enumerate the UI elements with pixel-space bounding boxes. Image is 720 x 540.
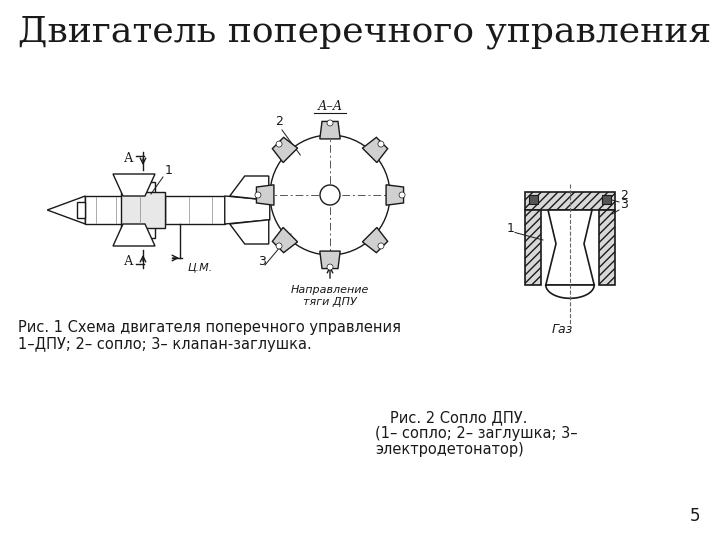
Polygon shape <box>225 196 270 224</box>
Bar <box>85 196 225 224</box>
Bar <box>85 196 225 224</box>
Polygon shape <box>272 137 297 163</box>
Circle shape <box>320 185 340 205</box>
Polygon shape <box>362 227 387 253</box>
Circle shape <box>378 243 384 249</box>
Text: 2: 2 <box>275 115 283 128</box>
Text: 5: 5 <box>690 507 700 525</box>
Circle shape <box>270 135 390 255</box>
Circle shape <box>327 120 333 126</box>
Text: 1–ДПУ; 2– сопло; 3– клапан-заглушка.: 1–ДПУ; 2– сопло; 3– клапан-заглушка. <box>18 337 312 352</box>
Text: 1: 1 <box>165 164 173 177</box>
Text: электродетонатор): электродетонатор) <box>375 442 523 457</box>
Polygon shape <box>320 251 341 268</box>
Circle shape <box>399 192 405 198</box>
Text: 3: 3 <box>620 198 628 211</box>
Circle shape <box>378 141 384 147</box>
Bar <box>121 192 165 228</box>
Text: А: А <box>125 255 134 268</box>
Polygon shape <box>48 196 85 224</box>
Polygon shape <box>230 176 269 200</box>
Polygon shape <box>113 174 155 196</box>
Bar <box>77 201 85 218</box>
Circle shape <box>276 243 282 249</box>
Text: Направление: Направление <box>291 285 369 295</box>
Polygon shape <box>386 185 404 205</box>
Text: 3: 3 <box>258 255 266 268</box>
Text: Газ: Газ <box>552 323 573 336</box>
Text: Двигатель поперечного управления: Двигатель поперечного управления <box>18 15 711 49</box>
Bar <box>131 182 155 238</box>
Text: А–А: А–А <box>318 100 343 113</box>
Polygon shape <box>256 185 274 205</box>
Circle shape <box>276 141 282 147</box>
Text: Рис. 1 Схема двигателя поперечного управления: Рис. 1 Схема двигателя поперечного управ… <box>18 320 401 335</box>
Text: Рис. 2 Сопло ДПУ.: Рис. 2 Сопло ДПУ. <box>390 410 527 425</box>
Polygon shape <box>272 227 297 253</box>
Text: (1– сопло; 2– заглушка; 3–: (1– сопло; 2– заглушка; 3– <box>375 426 577 441</box>
Text: тяги ДПУ: тяги ДПУ <box>303 297 357 307</box>
Bar <box>599 210 615 285</box>
Circle shape <box>327 264 333 270</box>
Polygon shape <box>230 220 269 244</box>
Text: А: А <box>125 152 134 165</box>
Polygon shape <box>320 122 341 139</box>
Polygon shape <box>362 137 387 163</box>
Polygon shape <box>546 210 594 285</box>
Bar <box>529 195 538 204</box>
Text: 2: 2 <box>620 189 628 202</box>
Polygon shape <box>546 285 594 298</box>
Bar <box>525 210 541 285</box>
Text: Ц.М.: Ц.М. <box>188 262 213 272</box>
Polygon shape <box>113 224 155 246</box>
Bar <box>602 195 611 204</box>
Text: 1: 1 <box>507 222 515 235</box>
Bar <box>525 192 615 210</box>
Circle shape <box>255 192 261 198</box>
